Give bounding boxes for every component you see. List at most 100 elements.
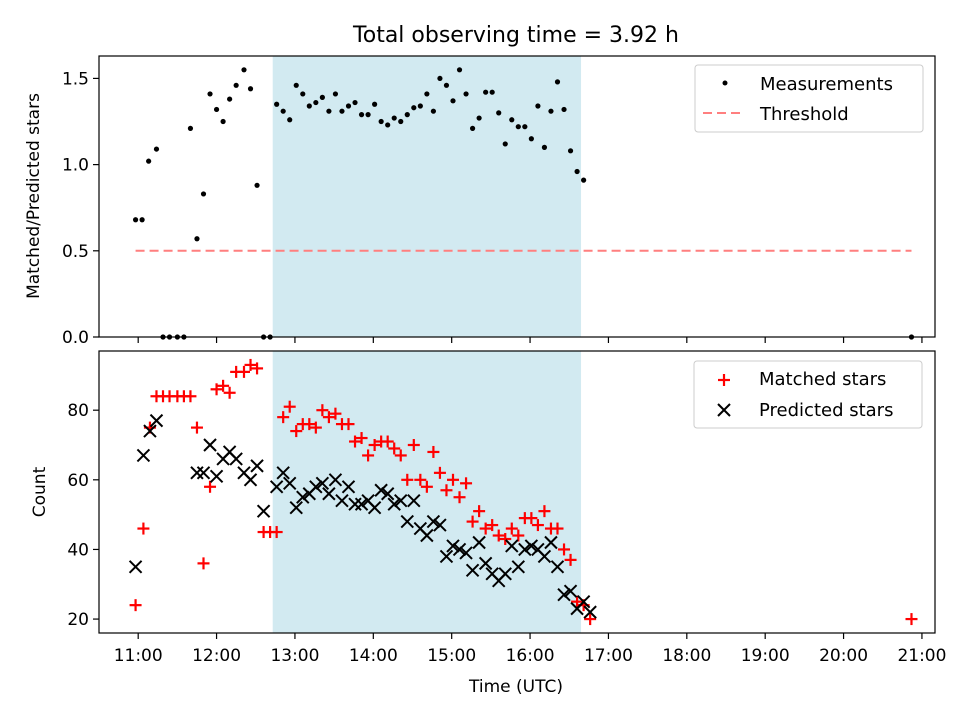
x-tick-label: 11:00 <box>114 646 163 666</box>
measurement-point <box>365 112 371 118</box>
matched-star-point <box>290 425 303 438</box>
matched-star-point <box>322 411 335 424</box>
measurement-point <box>372 101 378 107</box>
measurement-point <box>456 67 463 73</box>
predicted-star-point <box>505 539 519 553</box>
measurement-point <box>187 125 194 132</box>
matched-star-point <box>204 480 217 493</box>
y-tick-label: 80 <box>67 401 89 421</box>
predicted-star-point <box>128 560 143 574</box>
bottom-panel: 20 40 60 80 11:00 12:00 13:00 14:00 15:00 16:00 1… <box>30 350 946 697</box>
predicted-star-point <box>583 605 597 619</box>
predicted-star-point <box>341 480 356 494</box>
predicted-star-point <box>296 490 310 504</box>
top-axes-frame <box>98 55 936 338</box>
predicted-star-point <box>452 542 467 557</box>
measurement-point <box>332 91 339 97</box>
measurement-point <box>153 146 160 152</box>
measurement-point <box>561 106 567 113</box>
predicted-star-point <box>289 500 303 515</box>
matched-star-point <box>486 519 499 532</box>
measurement-point <box>220 118 226 125</box>
predicted-star-point <box>472 535 486 550</box>
predicted-star-point <box>478 556 493 571</box>
measurement-point <box>424 91 430 97</box>
matched-star-point <box>277 411 290 424</box>
bottom-axes-frame <box>98 350 936 634</box>
matched-star-point <box>184 390 197 403</box>
measurement-point <box>385 122 391 128</box>
x-tick-label: 15:00 <box>427 646 476 666</box>
matched-star-point <box>210 383 223 396</box>
measurement-point <box>200 191 207 197</box>
legend-matched-marker <box>718 374 730 386</box>
matched-star-point <box>446 473 459 486</box>
matched-star-point <box>349 435 362 448</box>
x-tick-label: 18:00 <box>662 646 711 666</box>
predicted-star-point <box>203 438 217 452</box>
matched-star-point <box>479 522 492 535</box>
measurement-point <box>293 82 299 88</box>
predicted-star-point <box>335 493 349 508</box>
y-tick-label: 40 <box>67 540 89 560</box>
predicted-star-point <box>243 473 258 487</box>
measurement-point <box>483 89 489 95</box>
matched-star-point <box>499 533 512 545</box>
matched-star-point <box>551 522 564 535</box>
matched-star-point <box>905 613 918 626</box>
matched-star-point <box>427 445 440 458</box>
predicted-star-point <box>328 473 343 487</box>
matched-star-point <box>414 473 427 486</box>
measurement-point <box>430 108 436 114</box>
legend-measurements-label: Measurements <box>760 74 893 95</box>
matched-star-point <box>558 543 571 556</box>
y-tick-label: 1.5 <box>62 69 89 89</box>
matched-star-point <box>531 519 544 532</box>
legend-threshold-label: Threshold <box>759 104 849 125</box>
matched-star-point <box>525 512 538 525</box>
predicted-star-point <box>465 563 480 578</box>
predicted-star-point <box>498 567 512 581</box>
measurement-point <box>358 112 365 118</box>
measurement-point <box>541 144 548 150</box>
predicted-star-point <box>283 476 297 491</box>
matched-star-point <box>342 418 355 431</box>
matched-star-point <box>270 526 283 539</box>
matched-star-point <box>473 505 486 518</box>
measurement-point <box>515 124 521 130</box>
measurement-point <box>581 177 587 183</box>
matched-star-point <box>388 442 401 455</box>
measurement-point <box>548 108 554 114</box>
predicted-star-point <box>354 497 369 511</box>
predicted-star-point <box>459 546 473 560</box>
measurement-point <box>522 124 528 130</box>
predicted-star-point <box>426 514 441 529</box>
predicted-star-point <box>407 493 421 508</box>
matched-star-point <box>283 400 296 413</box>
matched-star-point <box>223 386 236 399</box>
predicted-star-point <box>136 448 151 463</box>
x-tick-label: 16:00 <box>506 646 555 666</box>
measurement-point <box>241 67 247 73</box>
predicted-star-point <box>229 452 243 466</box>
predicted-star-point <box>322 487 336 501</box>
measurement-point <box>528 136 534 142</box>
predicted-star-point <box>420 528 434 543</box>
matched-star-point <box>217 379 230 392</box>
measurement-point <box>300 91 306 97</box>
predicted-star-point <box>563 584 578 598</box>
predicted-star-point <box>394 493 408 508</box>
x-tick-label: 21:00 <box>897 646 946 666</box>
y-tick-label: 20 <box>67 610 89 630</box>
matched-star-point <box>368 439 381 451</box>
x-tick-label: 13:00 <box>270 646 319 666</box>
measurement-point <box>437 75 443 82</box>
measurement-point <box>132 217 139 223</box>
matched-star-point <box>129 599 142 612</box>
predicted-star-point <box>550 560 565 574</box>
predicted-star-point <box>576 594 591 609</box>
measurement-point <box>476 115 482 121</box>
bottom-legend: Matched stars Predicted stars <box>693 360 923 429</box>
predicted-star-point <box>315 476 330 491</box>
predicted-star-point <box>524 539 539 553</box>
